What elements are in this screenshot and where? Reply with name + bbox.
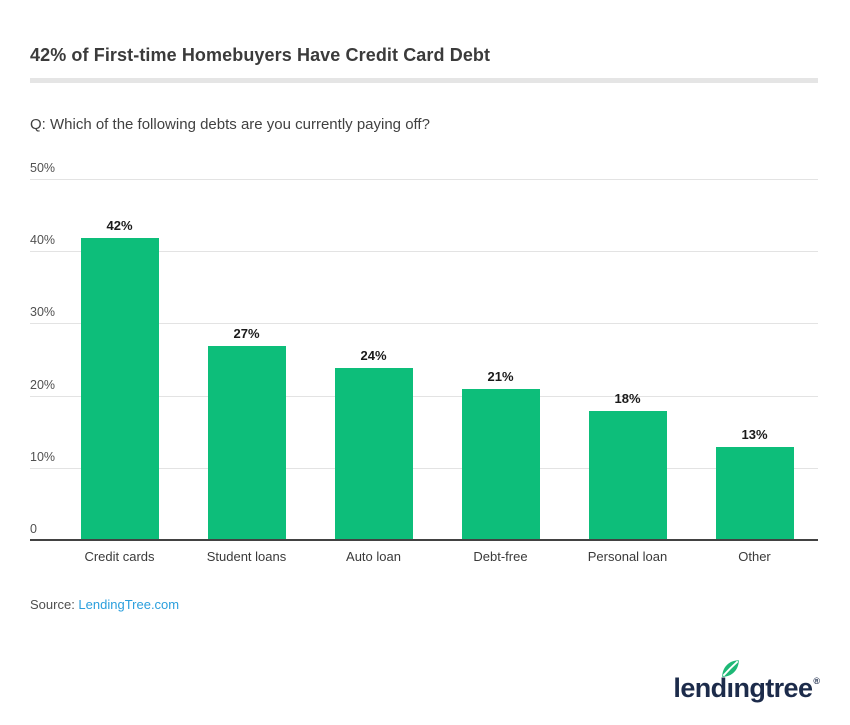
logo-text-i: ı xyxy=(726,673,734,703)
source-prefix: Source: xyxy=(30,597,79,612)
bar-slot: 42% xyxy=(56,218,183,541)
logo-text-lend: lend xyxy=(673,673,727,703)
gridline xyxy=(30,323,818,325)
bar-slot: 13% xyxy=(691,427,818,541)
y-tick-label: 30% xyxy=(30,305,56,320)
source-line: Source: LendingTree.com xyxy=(30,597,818,612)
bar-other xyxy=(715,447,794,541)
y-tick-label: 20% xyxy=(30,377,56,392)
x-category-label: Student loans xyxy=(206,549,287,564)
x-category-label: Other xyxy=(738,549,771,564)
gridline xyxy=(30,179,818,180)
y-tick-label: 10% xyxy=(30,449,56,464)
logo-text-ngtree: ngtree xyxy=(733,673,813,703)
x-axis-labels: Credit cards Student loans Auto loan Debt-f… xyxy=(56,549,818,564)
bar-value-label: 13% xyxy=(741,427,768,443)
bar-personal-loan xyxy=(588,411,667,541)
bar-auto-loan xyxy=(334,367,413,541)
chart-title: 42% of First-time Homebuyers Have Credit… xyxy=(30,45,491,65)
bar-slot: 18% xyxy=(564,391,691,541)
bar-debt-free xyxy=(461,389,540,541)
x-axis-line xyxy=(30,538,818,541)
bar-slot: 27% xyxy=(183,326,310,541)
gridline xyxy=(30,251,818,253)
gridline xyxy=(30,395,818,397)
bar-slot: 21% xyxy=(437,369,564,541)
y-tick-label: 40% xyxy=(30,233,56,248)
bar-chart: 0 10% 20% 30% 40% 50% 42% 27% 24% 21% 18% 13% Credi… xyxy=(30,156,818,564)
logo-letter-i: ı xyxy=(721,660,739,704)
bar-slot: 24% xyxy=(310,348,437,541)
y-tick-label: 0 xyxy=(30,522,37,536)
bar-value-label: 27% xyxy=(233,326,260,342)
bar-value-label: 42% xyxy=(106,217,133,233)
registered-mark: ® xyxy=(813,676,820,686)
bar-value-label: 21% xyxy=(487,369,514,385)
x-category-label: Debt-free xyxy=(473,549,528,564)
bar-student-loans xyxy=(207,346,286,541)
bar-value-label: 18% xyxy=(614,391,641,407)
title-divider xyxy=(30,78,818,83)
bar-credit-cards xyxy=(80,237,159,541)
source-link[interactable]: LendingTree.com xyxy=(78,597,180,612)
y-tick-label: 50% xyxy=(30,161,56,175)
plot-area: 0 10% 20% 30% 40% 50% 42% 27% 24% 21% 18% 13% xyxy=(30,162,818,541)
x-category-label: Credit cards xyxy=(84,549,155,564)
survey-question: Q: Which of the following debts are you … xyxy=(30,116,430,133)
bars-row: 42% 27% 24% 21% 18% 13% xyxy=(56,180,818,541)
x-category-label: Personal loan xyxy=(587,549,668,564)
leaf-icon xyxy=(721,660,739,677)
x-category-label: Auto loan xyxy=(346,549,401,564)
bar-value-label: 24% xyxy=(360,347,387,363)
gridline xyxy=(30,467,818,469)
lendingtree-logo: lend ıngtree® xyxy=(673,660,820,704)
